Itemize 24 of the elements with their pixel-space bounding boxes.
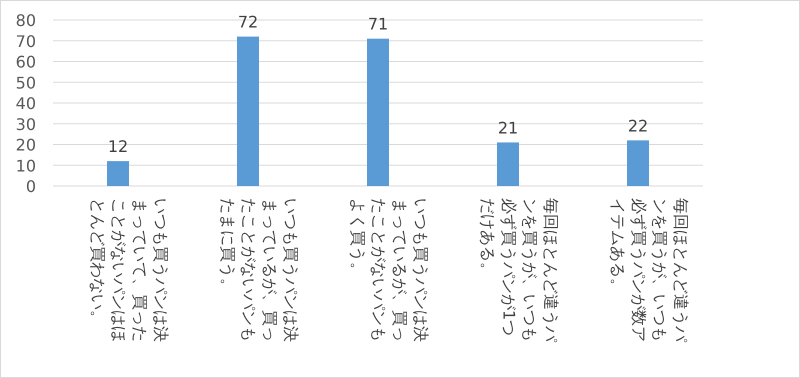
x-tick-label: いつも買うパンは決まっているが、買ったことがないパンもよく買う。: [348, 198, 430, 342]
y-tick-label: 10: [16, 156, 36, 176]
data-label: 71: [368, 14, 388, 34]
x-tick-label: 毎回ほとんど違うパンを買うが、いつも必ず買うパンが数アイテムある。: [608, 198, 690, 343]
y-tick-label: 0: [26, 177, 36, 196]
y-tick-label: 70: [16, 32, 36, 51]
bar: [367, 38, 389, 186]
data-label: 21: [498, 118, 518, 138]
y-tick-label: 60: [16, 52, 36, 72]
y-tick-label: 40: [16, 94, 36, 113]
x-tick-label: いつも買うパンは決まっているが、買ったことがないパンもたまに買う。: [218, 198, 300, 342]
bar: [627, 140, 649, 186]
data-label: 22: [628, 116, 648, 136]
bar: [497, 142, 519, 186]
bar: [107, 161, 129, 186]
y-tick-label: 20: [16, 136, 36, 154]
y-tick-label: 30: [16, 114, 36, 134]
x-tick-label: 毎回ほとんど違うパンを買うが、いつも必ず買うパンが1つだけある。: [478, 198, 560, 343]
bar: [237, 36, 259, 186]
y-tick-label: 50: [16, 73, 36, 92]
x-tick-label: いつも買うパンは決まっていて、買ったことがないパンはほとんど買わない。: [88, 198, 170, 342]
data-label: 72: [238, 12, 258, 32]
data-label: 12: [108, 137, 128, 156]
y-tick-label: 80: [16, 11, 36, 30]
